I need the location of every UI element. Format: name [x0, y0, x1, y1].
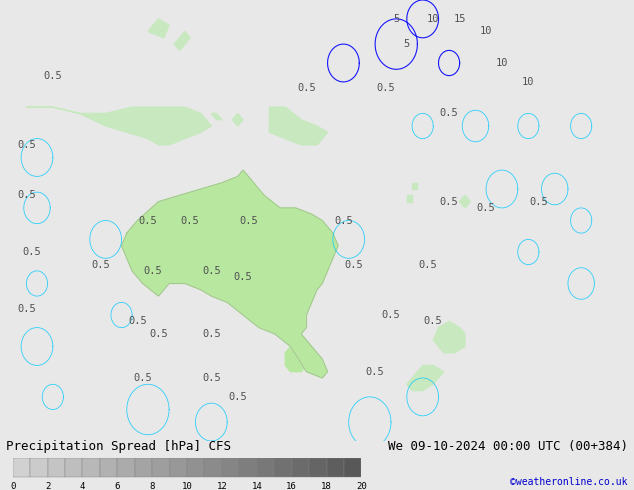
Text: 2: 2: [45, 482, 50, 490]
Polygon shape: [211, 113, 222, 120]
Text: 0.5: 0.5: [377, 83, 395, 93]
Polygon shape: [460, 196, 470, 208]
Bar: [48, 458, 65, 477]
Text: 10: 10: [480, 26, 493, 36]
Bar: [82, 458, 100, 477]
Text: 0.5: 0.5: [477, 203, 495, 213]
Text: 0.5: 0.5: [202, 266, 221, 276]
Text: 0.5: 0.5: [239, 216, 257, 225]
Text: 0.5: 0.5: [17, 190, 36, 200]
Text: 0.5: 0.5: [128, 317, 146, 326]
Text: 0.5: 0.5: [133, 373, 152, 383]
Text: 6: 6: [115, 482, 120, 490]
Text: 0.5: 0.5: [144, 266, 162, 276]
Text: 0.5: 0.5: [17, 140, 36, 150]
Text: 5: 5: [404, 39, 410, 49]
Text: 0.5: 0.5: [202, 373, 221, 383]
Polygon shape: [233, 113, 243, 126]
Text: 0.5: 0.5: [297, 83, 316, 93]
Text: 0.5: 0.5: [91, 260, 110, 270]
Text: 0.5: 0.5: [139, 216, 157, 225]
Text: 0.5: 0.5: [345, 260, 363, 270]
Text: 14: 14: [252, 482, 262, 490]
Text: 0.5: 0.5: [202, 329, 221, 339]
Text: 4: 4: [80, 482, 85, 490]
Text: 15: 15: [453, 14, 466, 24]
Text: 0.5: 0.5: [334, 216, 353, 225]
Text: 10: 10: [427, 14, 439, 24]
Text: 0.5: 0.5: [424, 317, 443, 326]
Polygon shape: [148, 19, 169, 38]
Text: 0.5: 0.5: [149, 329, 168, 339]
Bar: [170, 458, 187, 477]
Polygon shape: [285, 346, 306, 372]
Bar: [205, 458, 222, 477]
Text: 0.5: 0.5: [382, 310, 400, 320]
Text: 0.5: 0.5: [529, 196, 548, 207]
Text: 20: 20: [356, 482, 366, 490]
Text: ©weatheronline.co.uk: ©weatheronline.co.uk: [510, 477, 628, 487]
Bar: [152, 458, 170, 477]
Text: 18: 18: [321, 482, 332, 490]
Polygon shape: [174, 31, 190, 50]
Text: 0.5: 0.5: [418, 260, 437, 270]
Bar: [135, 458, 152, 477]
Bar: [117, 458, 135, 477]
Polygon shape: [407, 196, 412, 201]
Text: 0.5: 0.5: [228, 392, 247, 402]
Polygon shape: [27, 107, 211, 145]
Text: 0.5: 0.5: [181, 216, 200, 225]
Bar: [344, 458, 361, 477]
Text: 12: 12: [217, 482, 227, 490]
Text: 10: 10: [182, 482, 192, 490]
Bar: [240, 458, 257, 477]
Polygon shape: [269, 107, 328, 145]
Text: 0.5: 0.5: [44, 71, 62, 80]
Text: 5: 5: [393, 14, 399, 24]
Polygon shape: [407, 366, 444, 391]
Polygon shape: [412, 183, 417, 189]
Bar: [327, 458, 344, 477]
Bar: [275, 458, 292, 477]
Text: 0.5: 0.5: [17, 304, 36, 314]
Bar: [187, 458, 205, 477]
Bar: [222, 458, 240, 477]
Text: 0.5: 0.5: [366, 367, 384, 377]
Text: 8: 8: [150, 482, 155, 490]
Text: 0.5: 0.5: [22, 247, 41, 257]
Text: 0.5: 0.5: [234, 272, 252, 282]
Bar: [100, 458, 117, 477]
Text: Precipitation Spread [hPa] CFS: Precipitation Spread [hPa] CFS: [6, 441, 231, 453]
Bar: [257, 458, 275, 477]
Bar: [30, 458, 48, 477]
Text: 16: 16: [287, 482, 297, 490]
Text: 10: 10: [496, 58, 508, 68]
Bar: [65, 458, 82, 477]
Text: We 09-10-2024 00:00 UTC (00+384): We 09-10-2024 00:00 UTC (00+384): [387, 441, 628, 453]
Bar: [309, 458, 327, 477]
Text: 0.5: 0.5: [440, 108, 458, 119]
Polygon shape: [433, 321, 465, 353]
Polygon shape: [122, 170, 338, 378]
Text: 0: 0: [10, 482, 15, 490]
Bar: [292, 458, 309, 477]
Text: 10: 10: [522, 77, 534, 87]
Text: 0.5: 0.5: [440, 196, 458, 207]
Bar: [13, 458, 30, 477]
